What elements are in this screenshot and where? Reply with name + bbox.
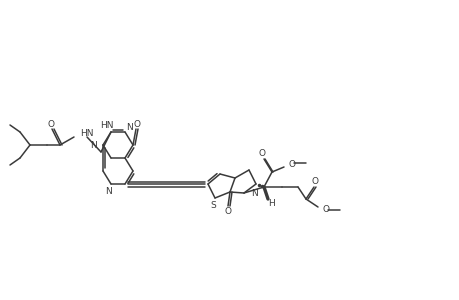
Text: N: N xyxy=(90,140,97,149)
Text: S: S xyxy=(210,200,215,209)
Text: HN: HN xyxy=(100,121,113,130)
Text: O: O xyxy=(322,206,329,214)
Text: H: H xyxy=(268,200,275,208)
Text: O: O xyxy=(47,119,54,128)
Text: N: N xyxy=(251,188,257,197)
Text: N: N xyxy=(106,187,112,196)
Text: O: O xyxy=(224,208,231,217)
Text: HN: HN xyxy=(80,128,93,137)
Text: O: O xyxy=(258,148,265,158)
Text: O: O xyxy=(288,160,295,169)
Text: N: N xyxy=(126,122,133,131)
Text: O: O xyxy=(133,119,140,128)
Text: O: O xyxy=(311,176,318,185)
